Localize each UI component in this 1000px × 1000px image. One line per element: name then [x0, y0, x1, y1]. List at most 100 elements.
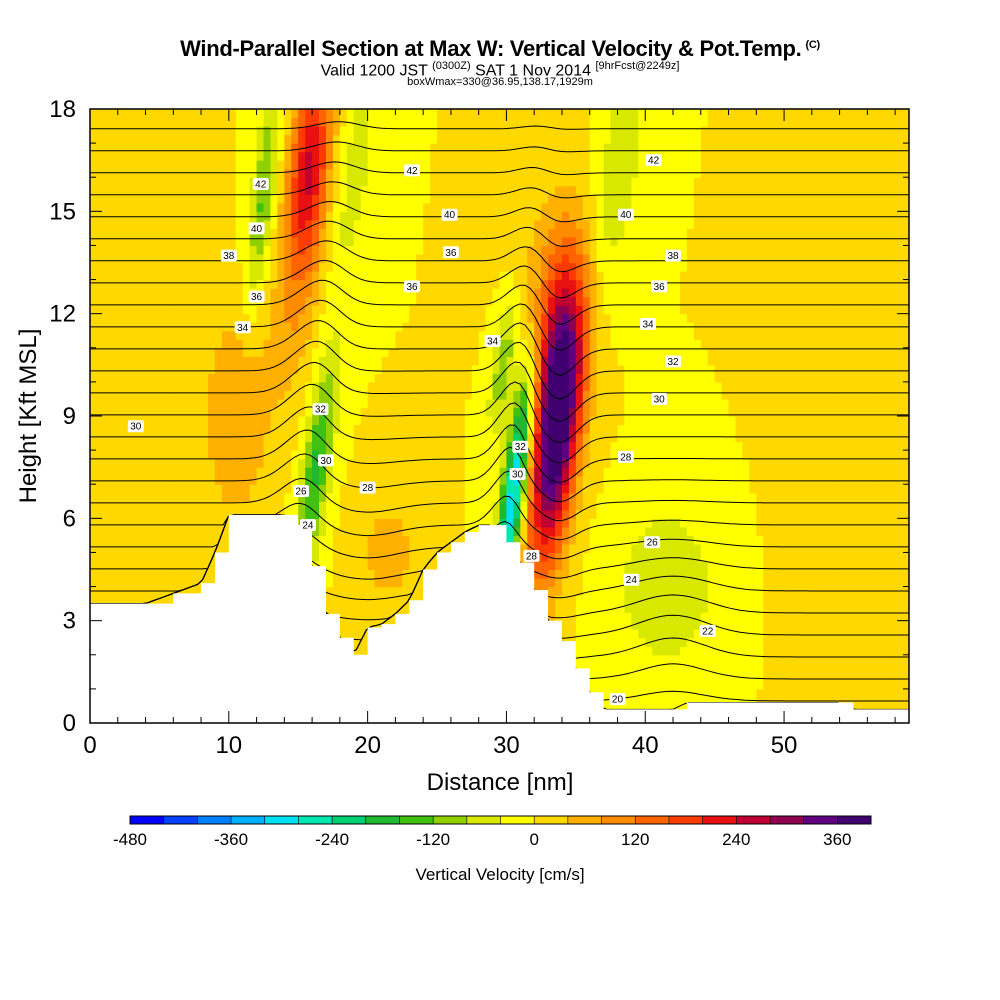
velocity-cell — [145, 151, 154, 161]
velocity-cell — [187, 117, 195, 127]
velocity-cell — [221, 185, 230, 195]
velocity-cell — [138, 330, 147, 340]
velocity-cell — [145, 475, 154, 485]
velocity-cell — [464, 501, 473, 511]
velocity-cell — [291, 177, 299, 187]
velocity-cell — [367, 552, 376, 562]
velocity-cell — [194, 211, 202, 221]
velocity-cell — [360, 330, 369, 340]
velocity-cell — [159, 552, 167, 562]
velocity-cell — [263, 373, 272, 383]
velocity-cell — [90, 339, 98, 349]
velocity-cell — [312, 313, 320, 323]
velocity-cell — [263, 253, 272, 264]
velocity-cell — [90, 143, 98, 153]
velocity-cell — [180, 134, 188, 144]
velocity-cell — [249, 441, 258, 451]
velocity-cell — [402, 117, 410, 127]
velocity-cell — [471, 313, 480, 323]
velocity-cell — [360, 177, 369, 187]
velocity-cell — [90, 509, 98, 519]
velocity-cell — [291, 143, 299, 153]
velocity-cell — [457, 296, 466, 306]
velocity-cell — [194, 501, 202, 511]
velocity-cell — [471, 339, 480, 349]
velocity-cell — [235, 194, 244, 204]
velocity-cell — [541, 134, 549, 144]
velocity-cell — [568, 620, 577, 630]
velocity-cell — [548, 569, 556, 579]
velocity-cell — [548, 126, 556, 136]
velocity-cell — [353, 407, 362, 417]
velocity-cell — [506, 236, 514, 247]
velocity-cell — [464, 228, 473, 238]
velocity-cell — [131, 236, 140, 247]
velocity-cell — [409, 228, 417, 238]
velocity-cell — [145, 450, 154, 460]
velocity-cell — [402, 202, 410, 212]
velocity-cell — [291, 407, 299, 417]
velocity-cell — [534, 279, 542, 289]
velocity-cell — [312, 416, 320, 426]
velocity-cell — [471, 296, 480, 306]
velocity-cell — [152, 450, 161, 460]
velocity-cell — [353, 279, 362, 289]
velocity-cell — [374, 373, 383, 383]
velocity-cell — [332, 484, 341, 494]
velocity-cell — [312, 552, 320, 562]
velocity-cell — [263, 424, 272, 434]
velocity-cell — [180, 143, 188, 153]
velocity-cell — [353, 578, 362, 588]
velocity-cell — [256, 134, 265, 144]
velocity-cell — [263, 211, 272, 221]
velocity-cell — [534, 467, 542, 477]
velocity-cell — [464, 416, 473, 426]
velocity-cell — [180, 126, 188, 136]
velocity-cell — [430, 373, 438, 383]
velocity-cell — [506, 262, 514, 272]
velocity-cell — [228, 492, 237, 502]
velocity-cell — [353, 467, 362, 477]
velocity-cell — [117, 160, 126, 170]
velocity-cell — [402, 271, 410, 281]
velocity-cell — [548, 458, 556, 468]
velocity-cell — [443, 339, 452, 349]
velocity-cell — [228, 450, 237, 460]
velocity-cell — [548, 373, 556, 383]
velocity-cell — [124, 245, 133, 255]
velocity-cell — [214, 416, 223, 426]
velocity-cell — [464, 458, 473, 468]
velocity-cell — [96, 518, 105, 528]
velocity-cell — [166, 501, 174, 511]
velocity-cell — [180, 509, 188, 519]
velocity-cell — [527, 390, 535, 400]
velocity-cell — [305, 253, 313, 264]
velocity-cell — [527, 228, 535, 238]
velocity-cell — [527, 288, 535, 298]
velocity-cell — [305, 228, 313, 238]
velocity-cell — [103, 219, 112, 229]
velocity-cell — [367, 185, 376, 195]
velocity-cell — [103, 526, 112, 536]
velocity-cell — [381, 424, 390, 434]
velocity-cell — [138, 236, 147, 247]
velocity-cell — [152, 458, 161, 468]
velocity-cell — [430, 467, 438, 477]
velocity-cell — [527, 356, 535, 366]
velocity-cell — [319, 339, 327, 349]
velocity-cell — [194, 552, 202, 562]
velocity-cell — [201, 535, 209, 545]
velocity-cell — [416, 535, 424, 545]
velocity-cell — [437, 424, 445, 434]
velocity-cell — [145, 143, 154, 153]
velocity-cell — [277, 373, 285, 383]
velocity-cell — [207, 467, 216, 477]
velocity-cell — [374, 313, 383, 323]
velocity-cell — [194, 330, 202, 340]
velocity-cell — [339, 501, 348, 511]
velocity-cell — [201, 330, 209, 340]
velocity-cell — [117, 305, 126, 315]
velocity-cell — [173, 177, 181, 187]
velocity-cell — [187, 262, 195, 272]
velocity-cell — [277, 228, 285, 238]
